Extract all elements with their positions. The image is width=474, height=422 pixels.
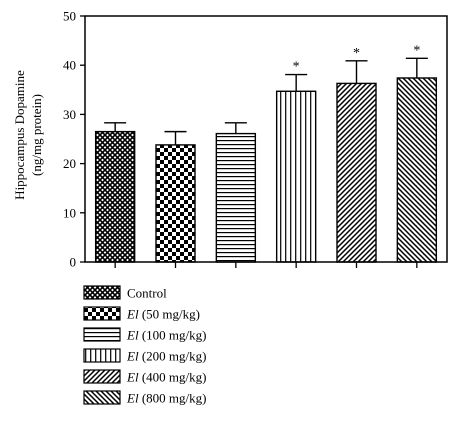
bar (336, 82, 377, 263)
axes (84, 15, 448, 263)
bars: * * * (94, 43, 438, 268)
legend-label-text: (400 mg/kg) (139, 370, 207, 385)
bar (155, 144, 196, 263)
y-axis-title: Hippocampus Dopamine (12, 70, 27, 200)
legend-label-italic: El (126, 349, 139, 364)
legend-label: El (200 mg/kg) (126, 349, 206, 364)
legend-swatch (83, 348, 121, 363)
bar (396, 77, 438, 263)
y-axis-subtitle: (ng/mg protein) (29, 94, 44, 176)
y-axis-ticks: 0 10 20 30 40 50 (63, 9, 85, 270)
bar (275, 90, 317, 263)
legend-label: El (100 mg/kg) (126, 328, 206, 343)
significance-marker: * (293, 60, 300, 75)
legend-item: El (800 mg/kg) (83, 390, 206, 406)
legend-swatch (83, 390, 121, 405)
y-tick-label: 20 (63, 156, 76, 171)
legend-item: Control (83, 285, 167, 301)
y-tick-label: 40 (63, 58, 76, 73)
plot-frame (84, 15, 448, 263)
legend-label-italic: El (126, 328, 139, 343)
legend-item: El (200 mg/kg) (83, 348, 206, 364)
legend-label-text: Control (127, 286, 167, 301)
legend-item: El (50 mg/kg) (83, 306, 200, 322)
legend-label-text: (800 mg/kg) (139, 391, 207, 406)
y-tick-label: 50 (63, 9, 76, 24)
y-tick-label: 10 (63, 205, 76, 220)
legend-swatch (83, 285, 121, 300)
legend-label-text: (100 mg/kg) (139, 328, 207, 343)
legend-label: El (400 mg/kg) (126, 370, 206, 385)
legend-swatch (83, 369, 121, 384)
y-tick-label: 30 (63, 107, 76, 122)
legend-item: El (400 mg/kg) (83, 369, 206, 385)
bar (215, 132, 257, 263)
y-tick-label: 0 (70, 255, 77, 270)
legend-label: Control (127, 286, 167, 301)
significance-marker: * (413, 43, 420, 58)
bar (94, 130, 136, 263)
legend-label-italic: El (126, 307, 139, 322)
legend-label: El (50 mg/kg) (126, 307, 200, 322)
legend-label-text: (50 mg/kg) (139, 307, 200, 322)
legend-swatch (83, 327, 121, 342)
legend-item: El (100 mg/kg) (83, 327, 206, 343)
legend-label: El (800 mg/kg) (126, 391, 206, 406)
legend-swatch (83, 306, 121, 321)
significance-marker: * (353, 46, 360, 61)
legend-label-text: (200 mg/kg) (139, 349, 207, 364)
legend-label-italic: El (126, 370, 139, 385)
legend-label-italic: El (126, 391, 139, 406)
